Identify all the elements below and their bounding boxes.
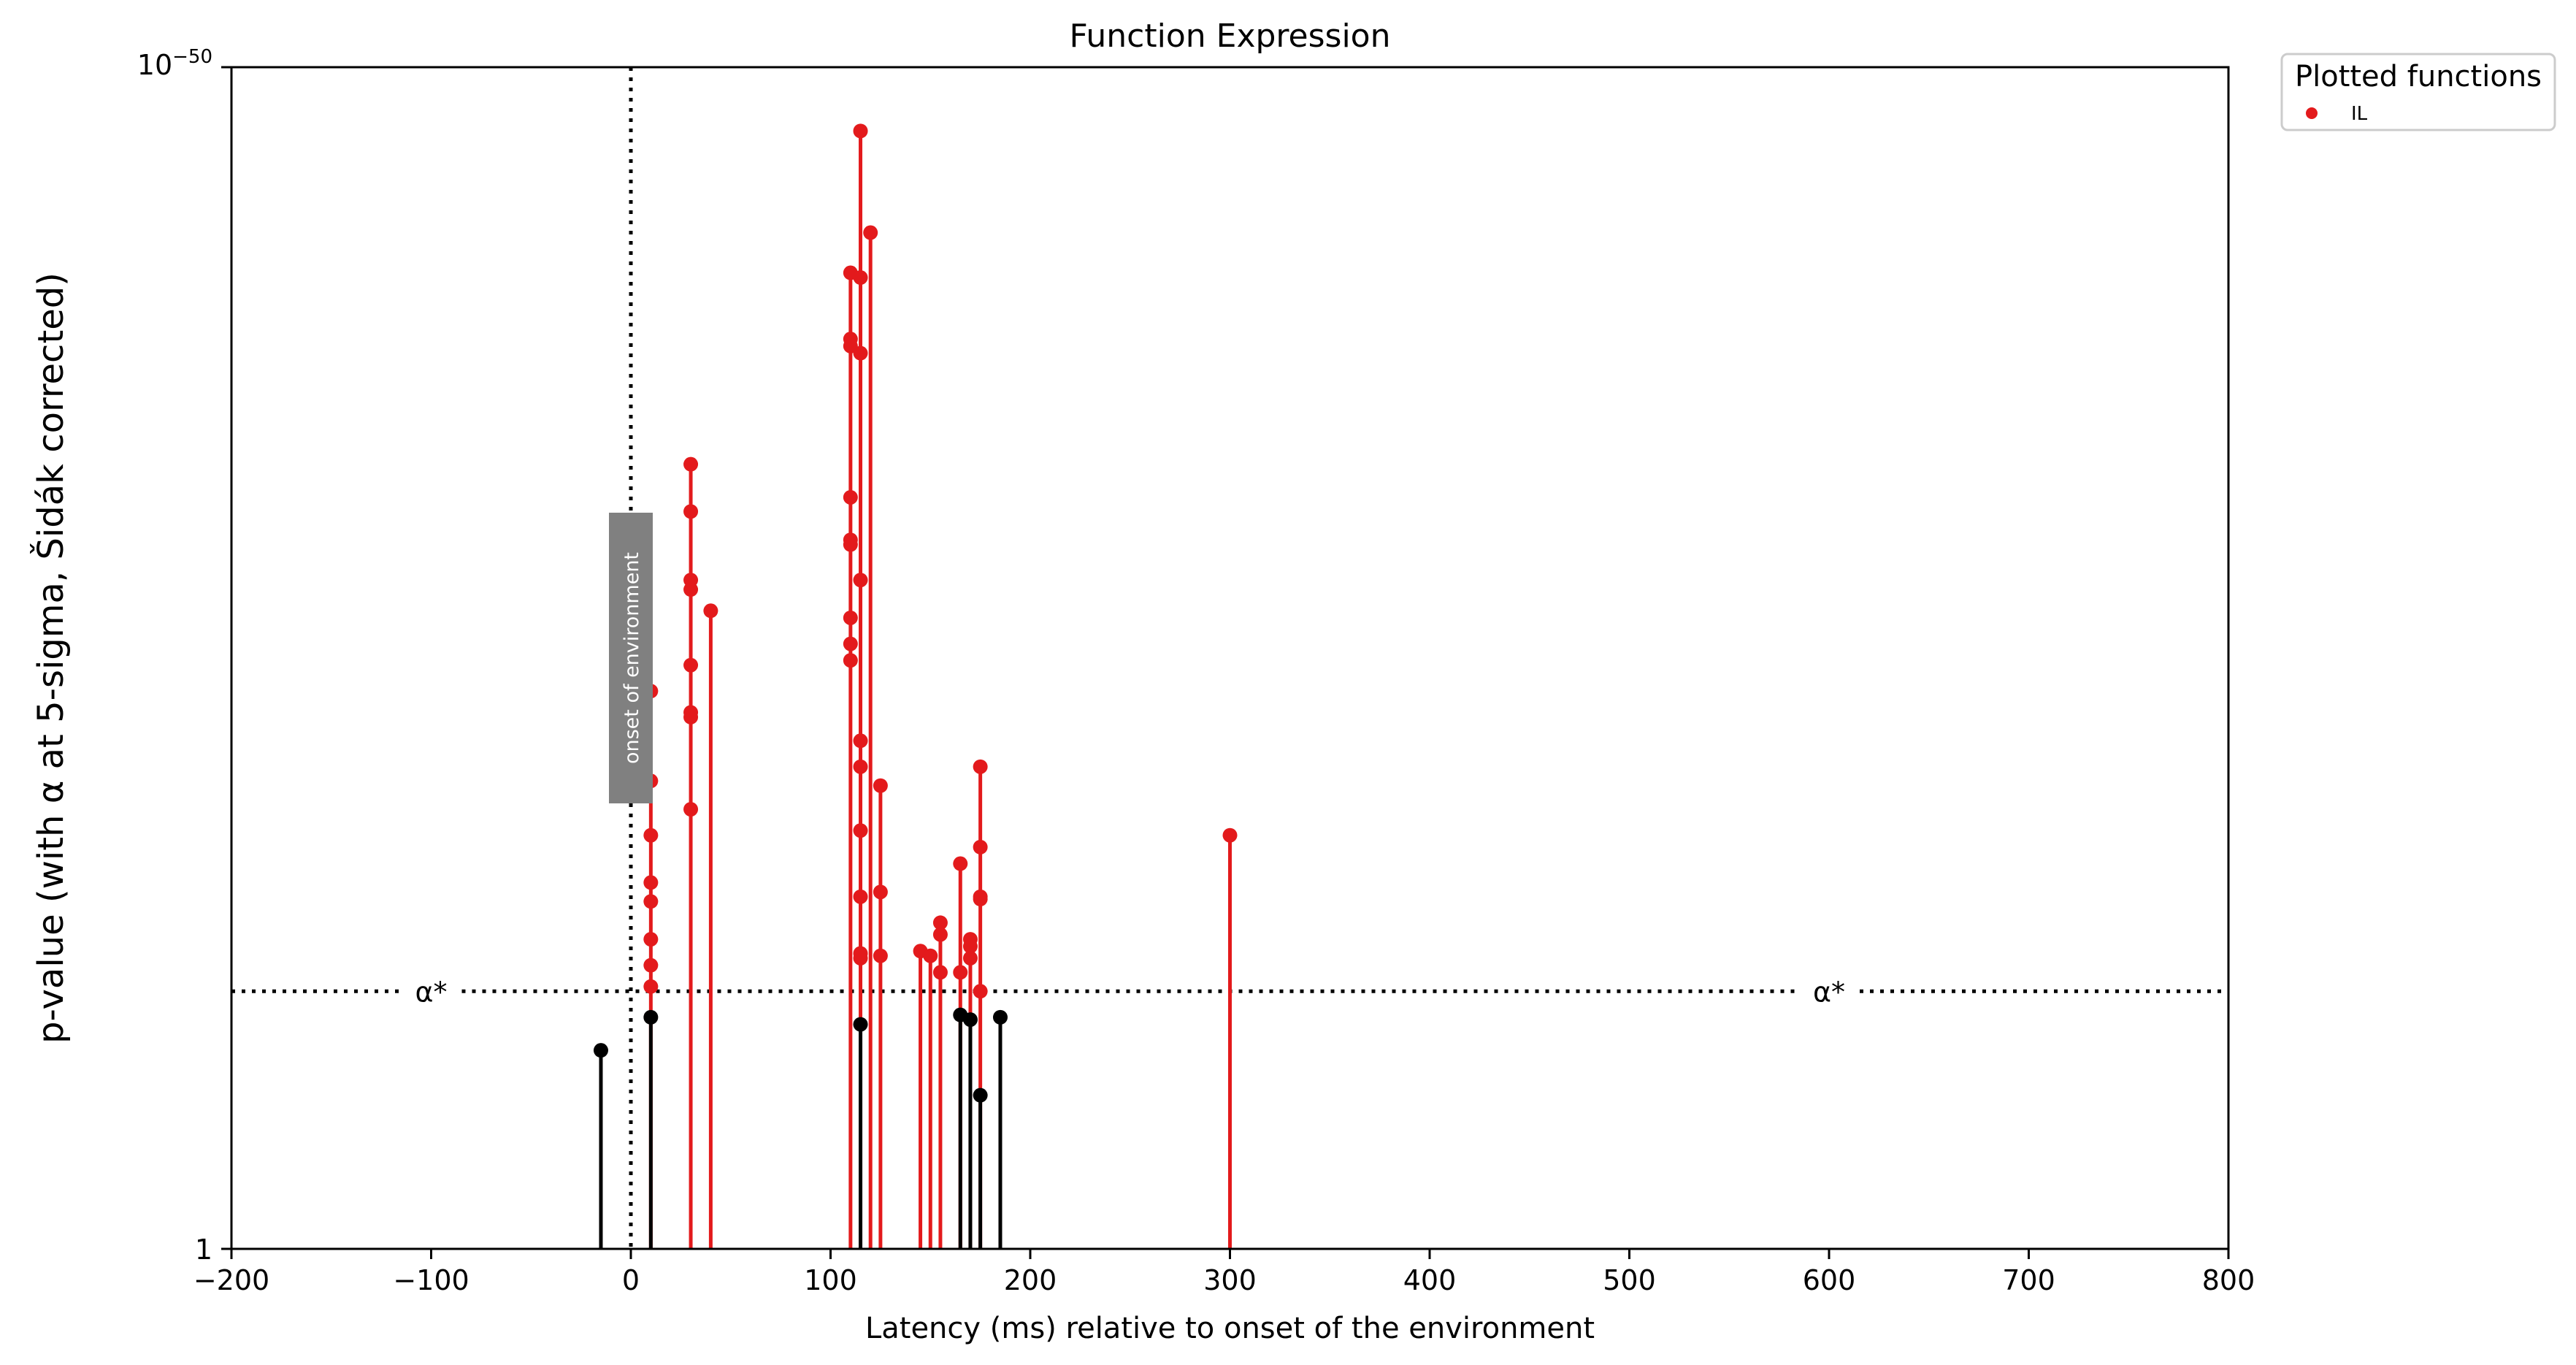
- chart-title: Function Expression: [1070, 18, 1391, 55]
- point-significant: [703, 603, 718, 619]
- x-tick-label: −200: [193, 1264, 269, 1296]
- point-significant: [873, 778, 888, 793]
- point-significant: [863, 225, 878, 240]
- point-significant: [962, 938, 978, 954]
- point-significant: [843, 653, 858, 668]
- point-significant: [973, 984, 988, 999]
- alpha-label: α*: [415, 976, 447, 1008]
- onset-annotation-box: [609, 513, 653, 803]
- point-significant: [962, 950, 978, 966]
- point-nonsignificant: [853, 1017, 868, 1032]
- x-tick-label: −100: [393, 1264, 469, 1296]
- x-tick-label: 500: [1603, 1264, 1656, 1296]
- point-significant: [643, 875, 659, 890]
- y-axis-label: p-value (with α at 5-sigma, Šidák correc…: [30, 272, 72, 1044]
- x-tick-label: 700: [2002, 1264, 2055, 1296]
- x-axis-label: Latency (ms) relative to onset of the en…: [865, 1312, 1595, 1345]
- legend-title: Plotted functions: [2295, 60, 2542, 93]
- point-significant: [853, 270, 868, 286]
- x-tick-label: 400: [1403, 1264, 1457, 1296]
- point-significant: [853, 733, 868, 749]
- x-tick-label: 800: [2202, 1264, 2255, 1296]
- x-tick-label: 0: [622, 1264, 640, 1296]
- point-significant: [683, 709, 699, 724]
- point-significant: [853, 823, 868, 838]
- point-significant: [853, 345, 868, 361]
- point-significant: [953, 965, 968, 980]
- point-nonsignificant: [593, 1043, 608, 1058]
- point-significant: [953, 856, 968, 871]
- y-tick-label-top: 10−50: [137, 46, 212, 81]
- point-significant: [643, 827, 659, 843]
- point-significant: [683, 504, 699, 519]
- x-tick-label: 100: [804, 1264, 857, 1296]
- legend: Plotted functions IL: [2280, 53, 2556, 131]
- point-significant: [843, 610, 858, 625]
- point-significant: [853, 573, 868, 588]
- points: [593, 123, 1238, 1103]
- point-significant: [923, 948, 938, 963]
- point-significant: [643, 979, 659, 994]
- point-significant: [843, 537, 858, 552]
- point-significant: [853, 759, 868, 774]
- onset-annotation-label: onset of environment: [621, 552, 643, 764]
- point-significant: [843, 489, 858, 505]
- point-significant: [643, 932, 659, 947]
- alpha-label: α*: [1813, 976, 1845, 1008]
- legend-marker: [2306, 107, 2318, 119]
- point-nonsignificant: [643, 1009, 659, 1025]
- point-nonsignificant: [962, 1012, 978, 1028]
- point-significant: [1222, 827, 1238, 843]
- y-tick-label-bottom: 1: [195, 1234, 212, 1266]
- x-tick-label: 300: [1203, 1264, 1257, 1296]
- point-significant: [853, 950, 868, 966]
- point-significant: [932, 915, 948, 930]
- point-significant: [932, 927, 948, 942]
- point-significant: [683, 657, 699, 673]
- point-significant: [932, 965, 948, 980]
- point-nonsignificant: [973, 1087, 988, 1103]
- x-tick-label: 600: [1803, 1264, 1856, 1296]
- point-significant: [843, 636, 858, 651]
- point-significant: [643, 894, 659, 909]
- stems: [599, 131, 1232, 1249]
- point-significant: [973, 839, 988, 854]
- x-tick-label: 200: [1004, 1264, 1057, 1296]
- point-significant: [683, 456, 699, 472]
- point-significant: [683, 582, 699, 597]
- legend-entry-label: IL: [2351, 103, 2368, 125]
- point-significant: [973, 759, 988, 774]
- point-significant: [853, 889, 868, 904]
- legend-box: [2280, 53, 2556, 131]
- point-significant: [853, 123, 868, 139]
- point-significant: [643, 957, 659, 973]
- point-significant: [683, 802, 699, 817]
- point-significant: [973, 892, 988, 907]
- point-significant: [873, 884, 888, 900]
- point-nonsignificant: [992, 1009, 1008, 1025]
- point-significant: [873, 948, 888, 963]
